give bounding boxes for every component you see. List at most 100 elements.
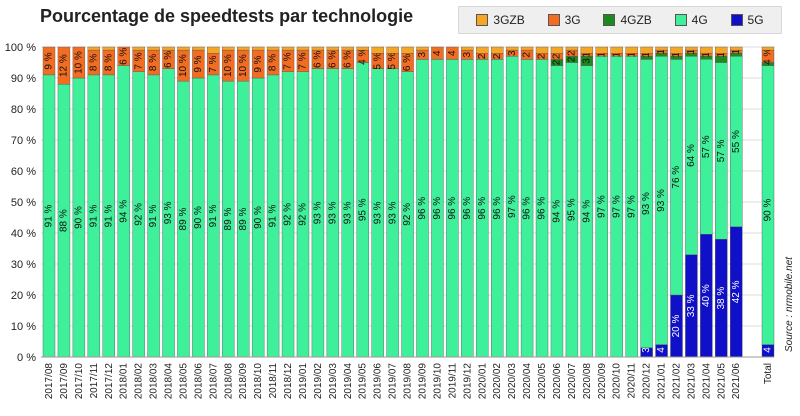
data-label: 1 [656,48,667,54]
bar-segment-3gzb [341,46,354,51]
data-label: 6 % [342,51,353,68]
bar-segment-3gzb [416,46,429,51]
x-tick-label: 2019/09 [418,363,429,400]
x-tick-label: Total [763,363,774,384]
legend-item-3gzb: 3GZB [476,13,525,27]
data-label: 91 % [268,204,279,227]
bar-segment-3gzb [550,46,564,54]
data-label: 2 [477,53,488,59]
bar-segment-3gzb [670,46,683,54]
data-label: 93 % [641,192,652,215]
data-label: 96 % [447,197,458,220]
data-label: 3 [417,52,428,58]
x-tick-label: 2020/03 [507,363,518,400]
data-label: 92 % [402,203,413,226]
x-tick-label: 2020/10 [612,363,623,400]
data-label: 2 [567,56,578,62]
x-tick-label: 2019/02 [313,363,324,400]
data-label: 96 % [477,197,488,220]
data-label: 55 % [731,130,742,153]
data-label: 1 [731,48,742,54]
data-label: 4 [447,50,458,56]
data-label: 3 [641,347,652,353]
x-tick-label: 2018/11 [268,363,279,399]
data-label: 2 [552,59,563,65]
data-label: 91 % [103,204,114,227]
data-label: 2 [537,53,548,59]
data-label: 94 % [118,200,129,223]
bar-segment-3g [72,46,86,79]
x-tick-label: 2020/07 [567,363,578,400]
data-label: 1 [611,52,622,58]
data-label: 91 % [88,204,99,227]
bar-segment-3gzb [311,46,325,51]
bar-segment-3gzb [356,46,369,51]
x-tick-label: 2021/01 [657,363,668,400]
y-tick-label: 50 % [11,197,36,209]
data-label: 92 % [133,203,144,226]
data-label: 91 % [44,204,55,227]
legend-swatch [603,14,616,26]
data-label: 1 [716,52,727,58]
data-label: 64 % [686,144,697,167]
x-tick-label: 2019/08 [403,363,414,400]
data-label: 9 % [193,55,204,72]
data-label: 8 % [268,54,279,71]
y-tick-label: 90 % [11,73,36,85]
bar-segment-3gzb [222,46,235,51]
y-tick-label: 20 % [11,290,36,302]
x-tick-label: 2018/10 [253,363,264,400]
bar-segment-3gzb [655,46,668,51]
bar-segment-3gzb [147,46,160,51]
data-label: 6 % [328,51,339,68]
x-tick-label: 2019/12 [462,363,473,400]
legend-label: 4GZB [620,13,652,27]
bar-segment-3gzb [102,46,115,51]
data-label: 7 % [298,52,309,69]
legend-swatch [476,14,489,26]
data-label: 12 % [59,54,70,77]
bar-segment-3gzb [177,46,190,51]
data-label: 9 % [44,52,55,69]
bar-segment-3gzb [715,46,728,54]
x-tick-label: 2019/01 [298,363,309,400]
legend-swatch [547,14,560,26]
legend-label: 5G [747,13,764,27]
data-label: 8 % [148,54,159,71]
bar-segment-3gzb [461,46,474,51]
x-tick-label: 2020/11 [627,363,638,399]
bar-segment-3gzb [761,46,775,51]
data-label: 93 % [372,201,383,224]
x-tick-label: 2018/04 [164,363,175,400]
chart-legend: 3GZB 3G 4GZB 4G 5G [458,6,782,34]
data-label: 91 % [148,204,159,227]
x-tick-label: 2020/04 [522,363,533,400]
data-label: 40 % [701,284,712,307]
data-label: 6 % [118,48,129,65]
bar-segment-3gzb [371,46,384,54]
x-tick-label: 2018/08 [223,363,234,400]
bar-segment-3gzb [326,46,340,51]
y-tick-label: 100 % [5,42,36,54]
x-tick-label: 2018/01 [119,363,130,400]
data-label: 7 % [133,52,144,69]
data-label: 90 % [763,198,774,221]
x-tick-label: 2019/07 [388,363,399,400]
data-label: 2 [567,50,578,56]
x-tick-label: 2021/05 [716,363,727,400]
data-label: 5 % [387,52,398,69]
bar-segment-3gzb [685,46,698,51]
bar-segment-3gzb [640,46,653,54]
x-tick-label: 2017/12 [104,363,115,400]
bar-segment-3gzb [386,46,399,54]
data-label: 20 % [671,314,682,337]
x-tick-label: 2019/11 [447,363,458,399]
bar-segment-3gzb [207,46,220,54]
bar-segment-3gzb [625,46,638,54]
data-label: 10 % [223,54,234,77]
data-label: 93 % [328,201,339,224]
data-label: 90 % [74,206,85,229]
legend-swatch [730,14,743,26]
data-label: 97 % [611,195,622,218]
legend-label: 4G [691,13,708,27]
